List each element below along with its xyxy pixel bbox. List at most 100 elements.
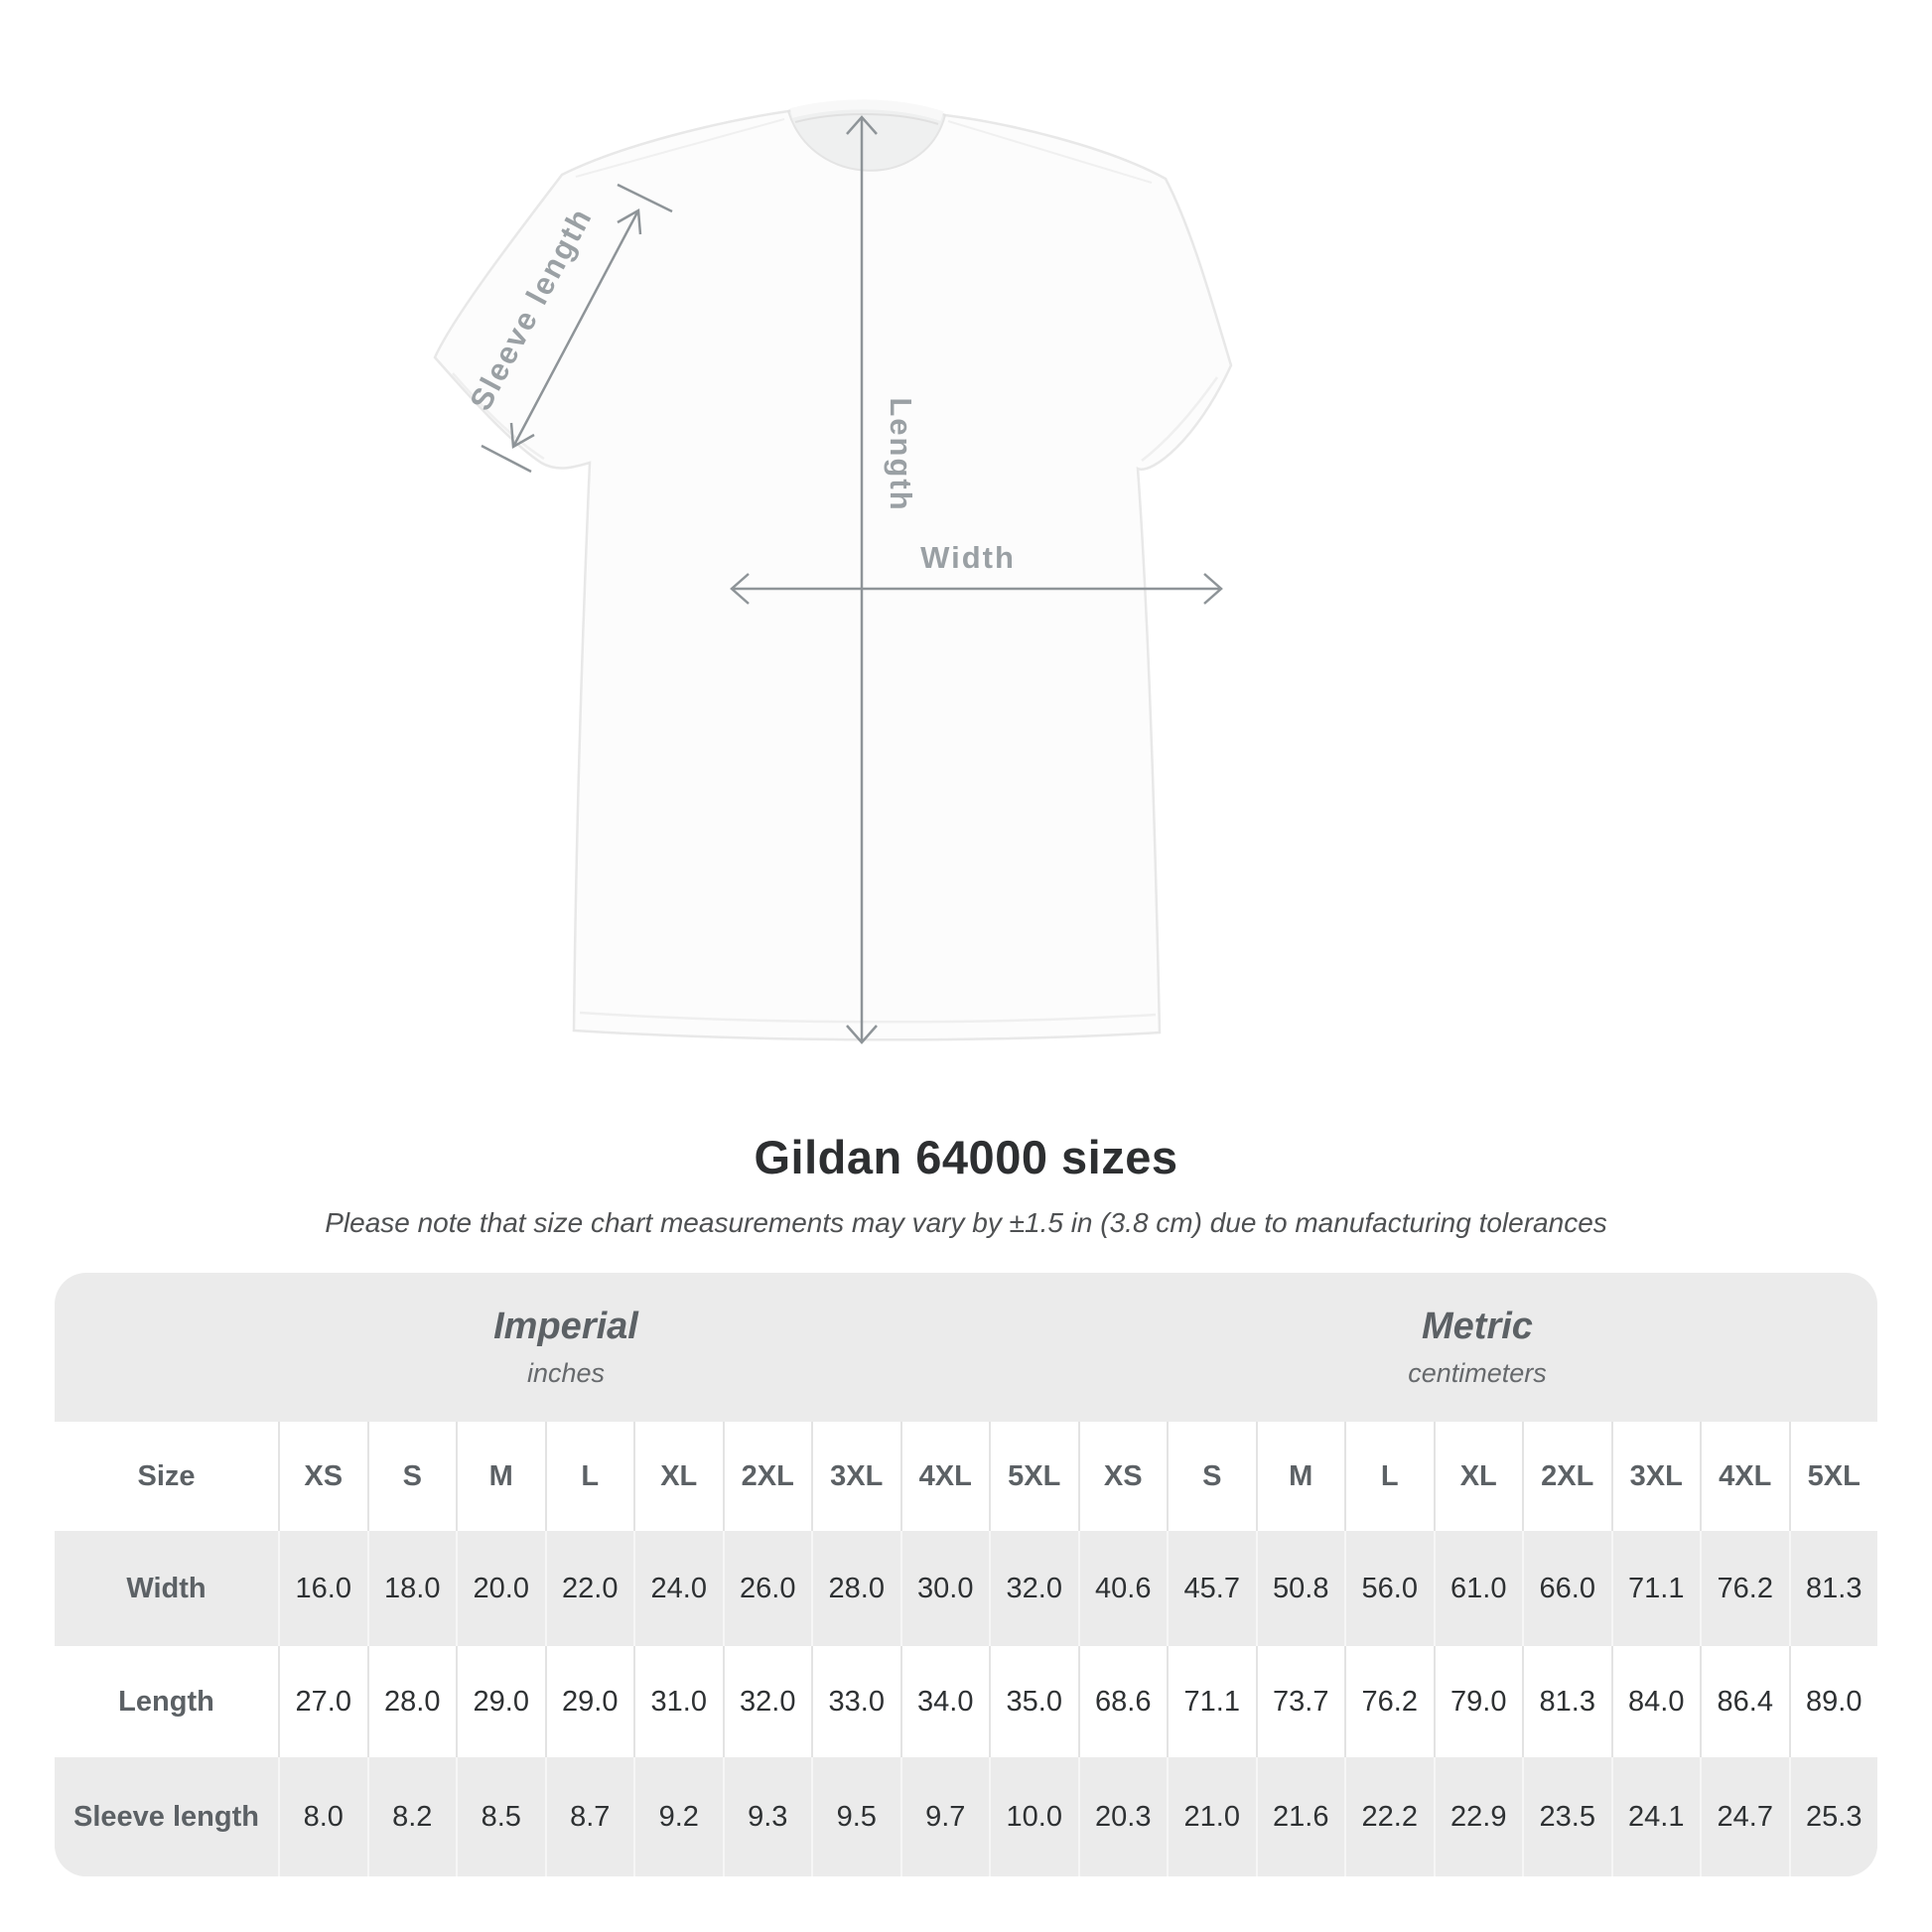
length-metric-3xl: 84.0 (1610, 1646, 1701, 1757)
unit-header-row: Imperial inches Metric centimeters (55, 1273, 1877, 1422)
size-header-imperial-5xl: 5XL (989, 1422, 1078, 1531)
sleeve-imperial-m: 8.5 (456, 1757, 545, 1876)
width-imperial-l: 22.0 (544, 1531, 634, 1646)
length-arrow-bottom (846, 1025, 878, 1044)
width-metric-4xl: 76.2 (1700, 1531, 1789, 1646)
width-measure (730, 573, 1223, 605)
tshirt-diagram: Length Width Sleeve length (433, 99, 1233, 1044)
width-metric-s: 45.7 (1167, 1531, 1256, 1646)
page-title: Gildan 64000 sizes (754, 1131, 1178, 1183)
size-header-metric-3xl: 3XL (1610, 1422, 1701, 1531)
size-header-imperial-3xl: 3XL (811, 1422, 900, 1531)
sleeve-arrow-top (617, 207, 642, 235)
width-imperial-5xl: 32.0 (989, 1531, 1078, 1646)
width-imperial-xl: 24.0 (633, 1531, 723, 1646)
sleeve-metric-xl: 22.9 (1433, 1757, 1523, 1876)
width-arrow-left (730, 573, 750, 605)
metric-header: Metric centimeters (1077, 1273, 1877, 1422)
hem-seam (579, 1011, 1157, 1024)
width-imperial-2xl: 26.0 (722, 1531, 812, 1646)
size-header-imperial-2xl: 2XL (722, 1422, 812, 1531)
row-label-sleeve-length: Sleeve length (73, 1800, 259, 1833)
length-imperial-l: 29.0 (544, 1646, 634, 1757)
length-metric-m: 73.7 (1255, 1646, 1345, 1757)
width-metric-2xl: 66.0 (1522, 1531, 1611, 1646)
cuff-seam-left (452, 372, 545, 461)
table-row-sleeve-length: Sleeve length 8.0 8.2 8.5 8.7 9.2 9.3 9.… (55, 1757, 1877, 1876)
metric-unit: centimeters (1408, 1358, 1547, 1388)
width-imperial-3xl: 28.0 (811, 1531, 900, 1646)
size-header-metric-5xl: 5XL (1788, 1422, 1878, 1531)
size-header-imperial-4xl: 4XL (899, 1422, 990, 1531)
size-header-imperial-m: M (456, 1422, 545, 1531)
width-metric-l: 56.0 (1344, 1531, 1434, 1646)
length-metric-4xl: 86.4 (1700, 1646, 1789, 1757)
sleeve-tick-top (617, 183, 673, 213)
width-imperial-s: 18.0 (366, 1531, 457, 1646)
length-metric-xs: 68.6 (1077, 1646, 1168, 1757)
sleeve-line (511, 209, 640, 448)
width-imperial-m: 20.0 (456, 1531, 545, 1646)
sleeve-metric-5xl: 25.3 (1788, 1757, 1878, 1876)
width-arrow-right (1203, 573, 1223, 605)
sleeve-metric-xs: 20.3 (1077, 1757, 1168, 1876)
length-measure (846, 115, 878, 1044)
size-header-metric-4xl: 4XL (1700, 1422, 1789, 1531)
size-header-imperial-s: S (366, 1422, 457, 1531)
row-label-length: Length (118, 1685, 214, 1718)
sleeve-imperial-3xl: 9.5 (811, 1757, 900, 1876)
sleeve-tick-bottom (481, 444, 532, 474)
length-imperial-4xl: 34.0 (899, 1646, 990, 1757)
sleeve-metric-l: 22.2 (1344, 1757, 1434, 1876)
length-label: Length (884, 397, 918, 511)
sleeve-imperial-2xl: 9.3 (722, 1757, 812, 1876)
sleeve-metric-s: 21.0 (1167, 1757, 1256, 1876)
length-imperial-xs: 27.0 (278, 1646, 367, 1757)
collar-band (789, 99, 944, 121)
sleeve-measure (481, 183, 673, 474)
sleeve-metric-3xl: 24.1 (1610, 1757, 1701, 1876)
length-imperial-3xl: 33.0 (811, 1646, 900, 1757)
width-metric-xl: 61.0 (1433, 1531, 1523, 1646)
sleeve-metric-m: 21.6 (1255, 1757, 1345, 1876)
size-header-metric-2xl: 2XL (1522, 1422, 1611, 1531)
size-table: Imperial inches Metric centimeters Size … (55, 1273, 1877, 1876)
sleeve-imperial-xs: 8.0 (278, 1757, 367, 1876)
sleeve-imperial-xl: 9.2 (633, 1757, 723, 1876)
size-header-metric-s: S (1167, 1422, 1256, 1531)
size-header-imperial-xl: XL (633, 1422, 723, 1531)
metric-title: Metric (1422, 1306, 1533, 1347)
size-header-metric-m: M (1255, 1422, 1345, 1531)
imperial-unit: inches (526, 1358, 606, 1388)
table-row-width: Width 16.0 18.0 20.0 22.0 24.0 26.0 28.0… (55, 1531, 1877, 1646)
tolerance-note: Please note that size chart measurements… (325, 1207, 1607, 1238)
tshirt-body (433, 101, 1233, 1041)
width-metric-xs: 40.6 (1077, 1531, 1168, 1646)
size-header-imperial-xs: XS (278, 1422, 367, 1531)
length-imperial-2xl: 32.0 (722, 1646, 812, 1757)
length-metric-xl: 79.0 (1433, 1646, 1523, 1757)
sleeve-imperial-l: 8.7 (544, 1757, 634, 1876)
shoulder-seam-right (947, 120, 1153, 184)
size-header-imperial-l: L (544, 1422, 634, 1531)
width-label: Width (920, 540, 1016, 575)
cuff-seam-right (1141, 376, 1219, 462)
collar-band-seam (794, 112, 939, 125)
length-imperial-xl: 31.0 (633, 1646, 723, 1757)
sleeve-arrow-bottom (509, 422, 535, 450)
size-header-metric-xs: XS (1077, 1422, 1168, 1531)
length-arrow-top (846, 115, 878, 135)
sleeve-imperial-s: 8.2 (366, 1757, 457, 1876)
imperial-header: Imperial inches (55, 1273, 1077, 1422)
sleeve-imperial-5xl: 10.0 (989, 1757, 1078, 1876)
length-metric-s: 71.1 (1167, 1646, 1256, 1757)
width-metric-m: 50.8 (1255, 1531, 1345, 1646)
imperial-title: Imperial (493, 1306, 638, 1347)
length-metric-5xl: 89.0 (1788, 1646, 1878, 1757)
width-metric-5xl: 81.3 (1788, 1531, 1878, 1646)
size-header-metric-xl: XL (1433, 1422, 1523, 1531)
table-row-length: Length 27.0 28.0 29.0 29.0 31.0 32.0 33.… (55, 1646, 1877, 1757)
size-column-header: Size (137, 1459, 196, 1492)
row-label-width: Width (126, 1572, 207, 1604)
